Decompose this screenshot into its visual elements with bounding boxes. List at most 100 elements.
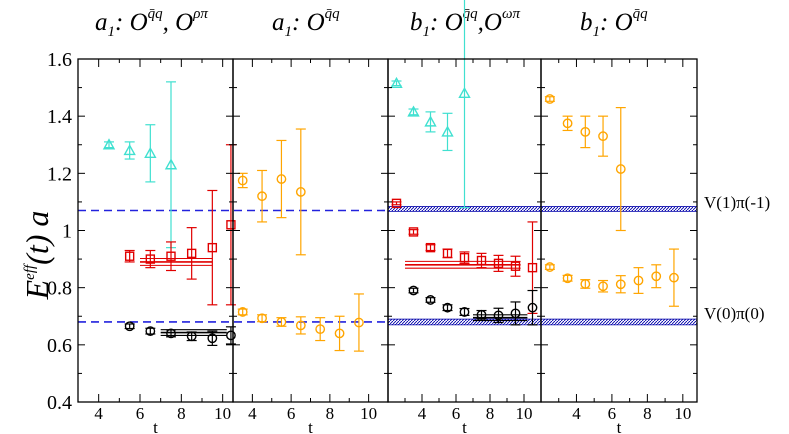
orange-circles-point — [257, 313, 268, 324]
cyan-triangles-point — [390, 76, 403, 88]
circle-marker — [186, 331, 197, 342]
cyan-triangles-point — [123, 141, 136, 160]
x-tick-label: 8 — [643, 404, 652, 423]
black-circles-point — [425, 295, 436, 305]
cyan-triangles-point — [144, 124, 157, 183]
square-marker — [226, 220, 236, 230]
circle-marker — [257, 313, 267, 324]
red-squares-point — [145, 249, 156, 269]
panel-3-title: b1: Oq̄q,Oωπ — [410, 6, 521, 40]
orange-circles-point — [668, 248, 679, 307]
black-circles-point — [442, 302, 453, 313]
triangle-marker — [144, 146, 157, 159]
square-marker — [186, 248, 197, 259]
triangle-marker — [390, 76, 403, 88]
x-tick-label: 6 — [452, 404, 461, 423]
orange-circles-point — [295, 128, 306, 256]
circle-marker — [527, 302, 538, 313]
black-circles-point — [510, 301, 521, 326]
x-tick-label: 6 — [136, 404, 145, 423]
x-tick-label: 10 — [214, 404, 231, 423]
cyan-triangles-point — [424, 111, 437, 133]
circle-marker — [276, 174, 287, 184]
triangle-marker — [164, 158, 178, 170]
circle-marker — [334, 328, 345, 339]
circle-marker — [315, 324, 326, 335]
circle-marker — [562, 118, 573, 129]
x-tick-label: 4 — [418, 404, 427, 423]
y-tick-label: 1.6 — [47, 49, 72, 71]
circle-marker — [615, 164, 626, 174]
orange-circles-point — [651, 264, 662, 289]
circle-marker — [493, 310, 504, 321]
red-squares-point — [166, 241, 176, 272]
panel-4: 4 6 8 10 t — [540, 58, 698, 434]
square-marker — [493, 258, 504, 269]
circle-marker — [633, 275, 644, 286]
x-tick-label: 6 — [287, 404, 296, 423]
square-marker — [527, 262, 538, 273]
black-circles-point — [493, 307, 504, 324]
square-marker — [145, 254, 156, 264]
black-circles-point — [145, 326, 156, 337]
band-label-v0pi0: V(0)π(0) — [704, 304, 765, 323]
band-V(0)pi(0) — [387, 318, 698, 326]
y-tick-label: 0.6 — [47, 335, 72, 357]
panel-1: 4 6 8 10 t — [77, 58, 236, 434]
x-axis-label: t — [308, 418, 313, 434]
square-marker — [442, 248, 453, 259]
circle-marker — [145, 326, 156, 337]
circle-marker — [166, 328, 176, 339]
red-squares-point — [510, 255, 521, 277]
y-tick-label: 1 — [62, 221, 72, 243]
orange-circles-point — [615, 106, 626, 232]
orange-circles-point — [580, 279, 591, 289]
square-marker — [476, 255, 487, 266]
panel-4-title: b1: Oq̄q — [580, 6, 648, 40]
circle-marker — [354, 317, 364, 328]
triangle-marker — [123, 144, 136, 156]
circle-marker — [276, 317, 287, 327]
circle-marker — [580, 279, 591, 289]
orange-circles-point — [544, 94, 555, 104]
x-tick-label: 4 — [248, 404, 257, 423]
red-squares-point — [186, 227, 197, 280]
circle-marker — [459, 307, 470, 317]
x-tick-label: 8 — [326, 404, 335, 423]
black-circles-point — [408, 285, 419, 296]
x-tick-label: 10 — [674, 404, 691, 423]
red-squares-point — [391, 198, 402, 209]
x-tick-label: 8 — [486, 404, 495, 423]
x-tick-label: 8 — [177, 404, 186, 423]
circle-marker — [442, 302, 453, 313]
x-tick-label: 4 — [94, 404, 103, 423]
square-marker — [166, 251, 176, 261]
circle-marker — [295, 187, 306, 197]
panel-2-title: a1: Oq̄q — [272, 6, 340, 40]
triangle-marker — [424, 115, 437, 127]
cyan-triangles-point — [164, 81, 178, 249]
red-squares-point — [493, 254, 504, 272]
band-V(1)pi(-1) — [387, 206, 698, 212]
orange-circles-point — [615, 275, 626, 294]
panel-frame — [77, 58, 234, 403]
orange-circles-point — [562, 115, 573, 132]
svg-text:Eeff(t) a: Eeff(t) a — [19, 211, 55, 301]
square-marker — [391, 198, 402, 209]
circle-marker — [669, 272, 679, 283]
circle-marker — [207, 333, 218, 344]
black-circles-point — [225, 326, 236, 345]
black-circles-point — [186, 331, 197, 342]
square-marker — [425, 242, 436, 253]
x-tick-label: 4 — [572, 404, 581, 423]
orange-circles-point — [257, 169, 268, 223]
cyan-triangles-point — [407, 105, 420, 117]
orange-circles-point — [598, 279, 609, 293]
orange-circles-point — [237, 307, 248, 317]
y-axis-label: Eeff(t) a — [19, 211, 55, 301]
triangle-marker — [458, 86, 471, 98]
orange-circles-point — [276, 139, 287, 219]
triangle-marker — [102, 138, 116, 150]
circle-marker — [544, 262, 555, 272]
circle-marker — [598, 131, 608, 142]
